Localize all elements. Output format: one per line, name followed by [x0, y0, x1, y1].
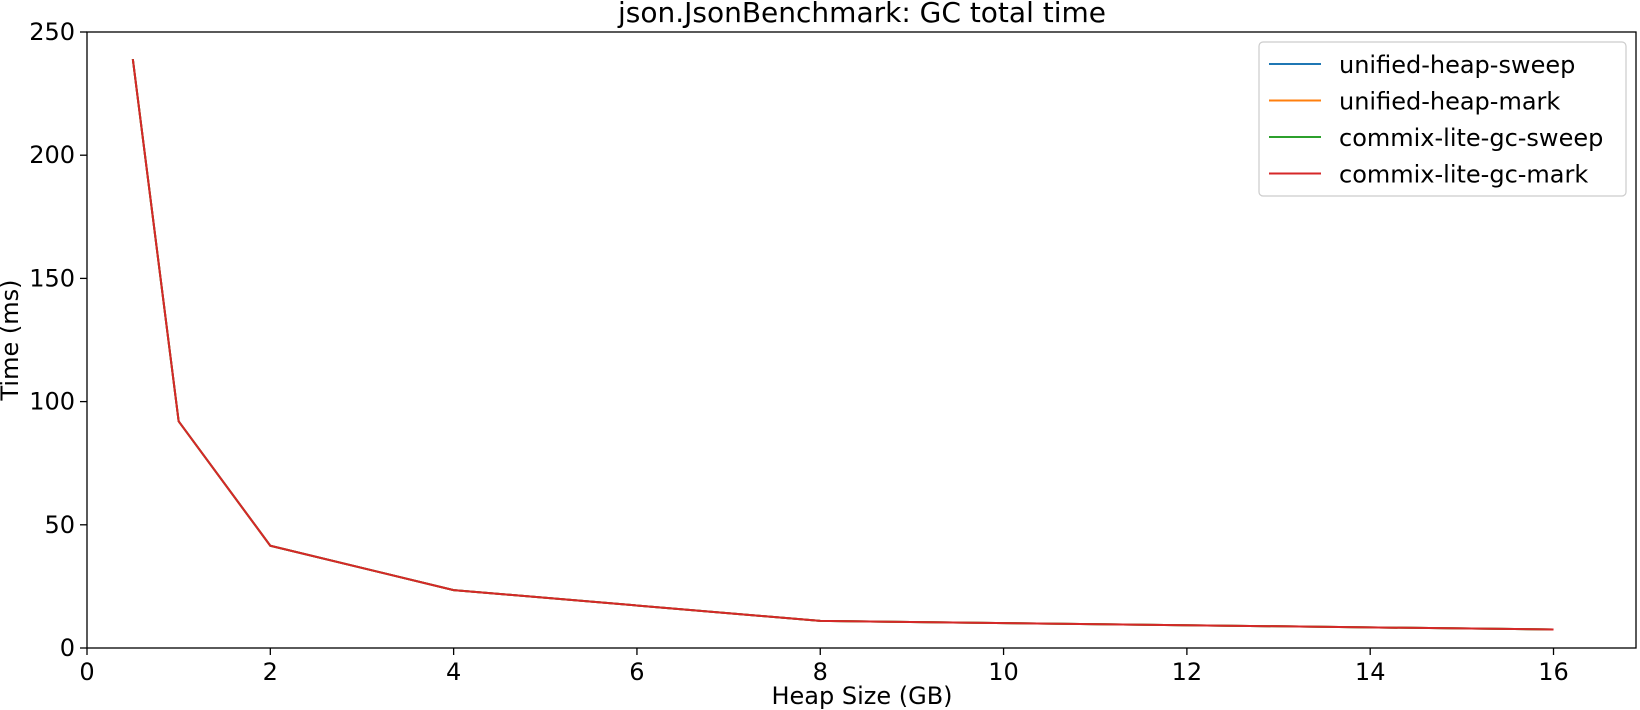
- x-tick-label: 4: [446, 658, 461, 686]
- legend: unified-heap-sweep unified-heap-mark commi…: [1258, 41, 1627, 197]
- y-tick-label: 150: [29, 264, 75, 292]
- legend-label: unified-heap-mark: [1339, 88, 1560, 116]
- legend-box: [1258, 41, 1627, 197]
- y-tick-label: 200: [29, 141, 75, 169]
- x-tick-label: 2: [263, 658, 278, 686]
- plot-frame: [86, 31, 1637, 649]
- y-tick-label: 100: [29, 388, 75, 416]
- y-tick-label: 0: [60, 634, 75, 662]
- x-tick-label: 14: [1355, 658, 1386, 686]
- series-line-commix-lite-gc-mark: [131, 58, 1554, 631]
- x-axis-label: Heap Size (GB): [771, 682, 952, 710]
- legend-label: unified-heap-sweep: [1339, 51, 1575, 79]
- y-tick-label: 250: [29, 18, 75, 46]
- chart-title: json.JsonBenchmark: GC total time: [617, 0, 1106, 29]
- x-tick-label: 16: [1538, 658, 1569, 686]
- x-tick-label: 8: [813, 658, 828, 686]
- x-tick-label: 6: [629, 658, 644, 686]
- x-axis: 0 2 4 6 8 10 12 14 16: [79, 648, 1569, 686]
- legend-label: commix-lite-gc-sweep: [1339, 124, 1603, 152]
- y-tick-label: 50: [44, 511, 75, 539]
- legend-label: commix-lite-gc-mark: [1339, 161, 1588, 189]
- x-tick-label: 10: [988, 658, 1019, 686]
- x-tick-label: 12: [1172, 658, 1203, 686]
- y-axis-label: Time (ms): [0, 280, 24, 402]
- y-axis: 0 50 100 150 200 250: [29, 18, 87, 662]
- x-tick-label: 0: [79, 658, 94, 686]
- plot-area: [131, 58, 1554, 631]
